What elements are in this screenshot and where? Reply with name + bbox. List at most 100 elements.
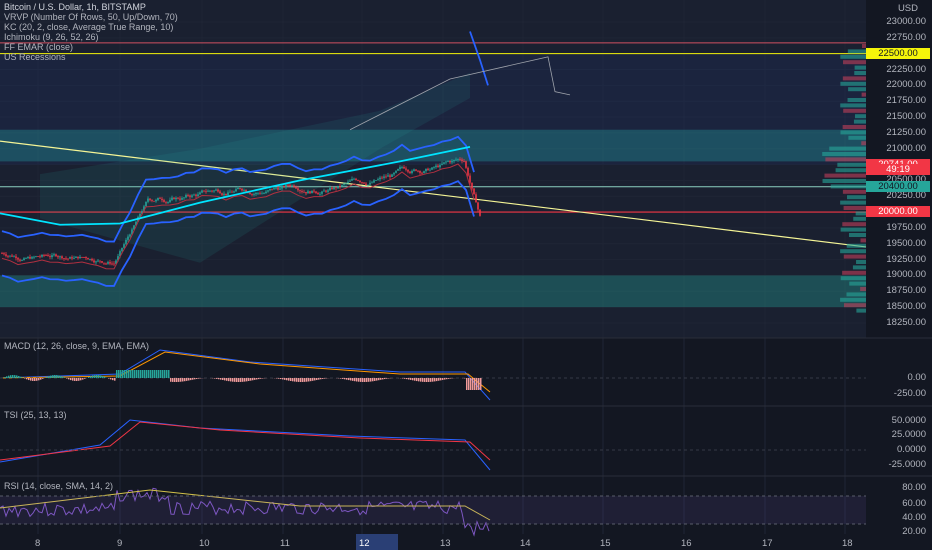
- candle-body: [245, 190, 247, 192]
- candle-body: [263, 193, 265, 194]
- macd-histogram: [402, 378, 404, 379]
- candle-body: [103, 262, 105, 264]
- oscillator-panes: [0, 370, 866, 525]
- macd-histogram: [50, 375, 52, 378]
- macd-histogram: [230, 378, 232, 382]
- ichimoku-cloud: [40, 72, 470, 263]
- macd-histogram: [134, 370, 136, 378]
- candle-body: [227, 192, 229, 195]
- macd-histogram: [98, 375, 100, 378]
- candle-body: [145, 201, 147, 207]
- candle-body: [259, 192, 261, 194]
- time-tick: 14: [520, 538, 531, 549]
- candle-body: [441, 163, 443, 165]
- macd-histogram: [6, 376, 8, 378]
- macd-histogram: [8, 375, 10, 378]
- candle-body: [275, 187, 277, 189]
- legend-vrvp[interactable]: VRVP (Number Of Rows, 50, Up/Down, 70): [4, 12, 178, 22]
- candle-body: [451, 161, 453, 163]
- volume-profile: [822, 44, 866, 313]
- tsi-label[interactable]: TSI (25, 13, 13): [4, 410, 67, 420]
- candle-body: [313, 190, 315, 192]
- macd-histogram: [118, 370, 120, 378]
- candle-body: [367, 184, 369, 186]
- macd-histogram: [292, 378, 294, 382]
- volume-bar: [861, 92, 866, 97]
- macd-histogram: [350, 378, 352, 381]
- macd-histogram: [100, 375, 102, 378]
- rsi-label[interactable]: RSI (14, close, SMA, 14, 2): [4, 481, 114, 491]
- macd-histogram: [218, 378, 220, 380]
- candle-body: [3, 253, 5, 255]
- macd-histogram: [448, 378, 450, 379]
- candle-body: [39, 256, 41, 258]
- candle-body: [427, 168, 429, 171]
- volume-bar: [847, 49, 866, 54]
- candle-body: [327, 190, 329, 192]
- macd-histogram: [110, 378, 112, 380]
- macd-histogram: [254, 378, 256, 380]
- macd-histogram: [70, 378, 72, 381]
- volume-bar: [840, 276, 866, 281]
- legend-ichimoku[interactable]: Ichimoku (9, 26, 52, 26): [4, 32, 99, 42]
- macd-histogram: [154, 370, 156, 378]
- macd-histogram: [408, 378, 410, 380]
- macd-histogram: [26, 378, 28, 380]
- macd-histogram: [18, 375, 20, 378]
- macd-histogram: [364, 378, 366, 382]
- legend-kc[interactable]: KC (20, 2, close, Average True Range, 10…: [4, 22, 174, 32]
- macd-histogram: [314, 378, 316, 381]
- macd-label[interactable]: MACD (12, 26, close, 9, EMA, EMA): [4, 341, 150, 351]
- macd-histogram: [164, 370, 166, 378]
- macd-histogram: [194, 378, 196, 380]
- macd-histogram: [306, 378, 308, 382]
- rsi-tick: 40.00: [902, 512, 926, 523]
- candle-body: [375, 180, 377, 181]
- candle-body: [209, 190, 211, 192]
- candle-body: [201, 190, 203, 193]
- candle-body: [337, 185, 339, 189]
- candle-body: [65, 258, 67, 260]
- time-highlight: [356, 534, 398, 550]
- macd-histogram: [32, 378, 34, 381]
- macd-histogram: [410, 378, 412, 380]
- price-tick: 23000.00: [886, 16, 926, 27]
- time-tick: 18: [842, 538, 853, 549]
- candle-body: [25, 258, 27, 259]
- macd-histogram: [356, 378, 358, 382]
- macd-histogram: [412, 378, 414, 381]
- volume-bar: [843, 254, 866, 259]
- legend-ffemar[interactable]: FF EMAR (close): [4, 42, 74, 52]
- candle-body: [115, 260, 117, 264]
- candle-body: [231, 191, 233, 193]
- candle-body: [319, 193, 321, 195]
- volume-bar: [840, 249, 866, 254]
- candle-body: [205, 191, 207, 193]
- macd-histogram: [52, 375, 54, 378]
- macd-histogram: [344, 378, 346, 380]
- macd-histogram: [472, 378, 474, 390]
- candle-body: [117, 256, 119, 261]
- legend-recessions[interactable]: US Recessions: [4, 52, 66, 62]
- candle-body: [323, 190, 325, 192]
- candle-body: [89, 258, 91, 260]
- macd-histogram: [342, 378, 344, 379]
- macd-histogram: [430, 378, 432, 382]
- price-tag: 20400.00: [866, 180, 930, 192]
- candle-body: [321, 191, 323, 194]
- macd-histogram: [294, 378, 296, 382]
- candle-body: [391, 174, 393, 177]
- candle-body: [43, 254, 45, 256]
- candle-body: [153, 200, 155, 202]
- candle-body: [61, 256, 63, 259]
- currency-label: USD: [897, 3, 918, 14]
- candle-body: [151, 200, 153, 201]
- candle-body: [365, 183, 367, 186]
- candle-body: [123, 244, 125, 248]
- volume-bar: [843, 206, 866, 210]
- candle-body: [385, 176, 387, 178]
- candle-body: [113, 263, 115, 265]
- volume-bar: [840, 227, 866, 232]
- macd-histogram: [242, 378, 244, 382]
